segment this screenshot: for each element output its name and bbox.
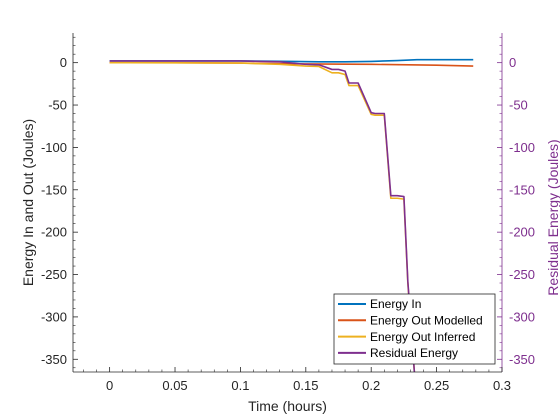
series-line-residual-energy [109,60,416,372]
left-axis-title: Energy In and Out (Joules) [20,119,36,286]
legend-label: Energy In [370,297,421,311]
left-tick-label: -350 [41,352,67,367]
x-tick-label: 0.2 [362,378,380,393]
left-tick-label: 0 [60,55,67,70]
right-tick-label: -150 [509,182,535,197]
series-layer [109,58,474,372]
series-line-energy-out-inferred [109,61,416,372]
x-tick-label: 0.1 [231,378,249,393]
x-tick-label: 0.3 [493,378,511,393]
left-tick-label: -200 [41,225,67,240]
left-tick-label: -100 [41,140,67,155]
right-axis-title: Residual Energy (Joules) [545,139,560,295]
legend: Energy In Energy Out Modelled Energy Out I… [333,293,496,365]
right-tick-label: -100 [509,140,535,155]
right-tick-label: 0 [509,55,516,70]
x-tick-label: 0 [106,378,113,393]
left-tick-label: -250 [41,267,67,282]
legend-label: Energy Out Modelled [370,314,483,328]
axes-layer: 0 -50 -100 -150 -200 -250 -300 -350 0 -50 -100 -150… [20,33,560,414]
x-tick-label: 0.15 [293,378,318,393]
left-tick-label: -150 [41,182,67,197]
x-tick-label: 0.25 [424,378,449,393]
right-tick-label: -350 [509,352,535,367]
right-tick-label: -50 [509,98,528,113]
left-tick-label: -50 [48,98,67,113]
left-tick-label: -300 [41,309,67,324]
legend-label: Energy Out Inferred [370,330,475,344]
right-tick-label: -200 [509,225,535,240]
x-axis-title: Time (hours) [248,398,327,414]
legend-label: Residual Energy [370,346,458,360]
right-tick-label: -250 [509,267,535,282]
x-tick-label: 0.05 [162,378,187,393]
right-tick-label: -300 [509,309,535,324]
